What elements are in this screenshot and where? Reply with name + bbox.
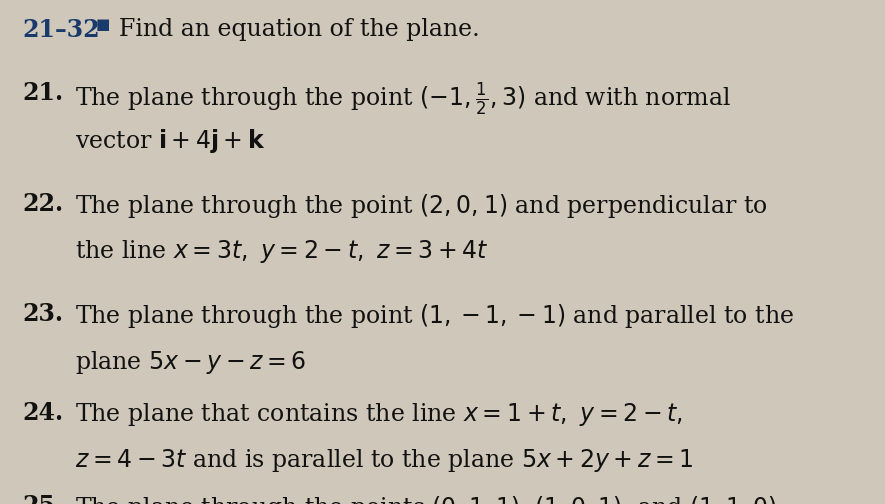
Text: Find an equation of the plane.: Find an equation of the plane.: [119, 18, 481, 41]
Text: 21–32: 21–32: [22, 18, 100, 42]
Text: The plane through the points $(0, 1, 1)$, $(1, 0, 1)$, and $(1, 1, 0)$: The plane through the points $(0, 1, 1)$…: [75, 494, 777, 504]
Text: The plane through the point $(-1, \frac{1}{2}, 3)$ and with normal: The plane through the point $(-1, \frac{…: [75, 81, 731, 118]
Text: 22.: 22.: [22, 192, 63, 216]
Text: 24.: 24.: [22, 401, 63, 425]
Text: 21.: 21.: [22, 81, 63, 105]
Text: plane $5x - y - z = 6$: plane $5x - y - z = 6$: [75, 349, 306, 376]
Text: The plane through the point $(2, 0, 1)$ and perpendicular to: The plane through the point $(2, 0, 1)$ …: [75, 192, 767, 220]
Text: the line $x = 3t,\ y = 2 - t,\ z = 3 + 4t$: the line $x = 3t,\ y = 2 - t,\ z = 3 + 4…: [75, 238, 489, 265]
Text: ■: ■: [96, 18, 110, 32]
Text: The plane through the point $(1, -1, -1)$ and parallel to the: The plane through the point $(1, -1, -1)…: [75, 302, 795, 331]
Text: 25.: 25.: [22, 494, 63, 504]
Text: $z = 4 - 3t$ and is parallel to the plane $5x + 2y + z = 1$: $z = 4 - 3t$ and is parallel to the plan…: [75, 447, 694, 474]
Text: 23.: 23.: [22, 302, 63, 327]
Text: The plane that contains the line $x = 1 + t,\ y = 2 - t,$: The plane that contains the line $x = 1 …: [75, 401, 683, 428]
Text: vector $\mathbf{i} + 4\mathbf{j} + \mathbf{k}$: vector $\mathbf{i} + 4\mathbf{j} + \math…: [75, 127, 266, 155]
